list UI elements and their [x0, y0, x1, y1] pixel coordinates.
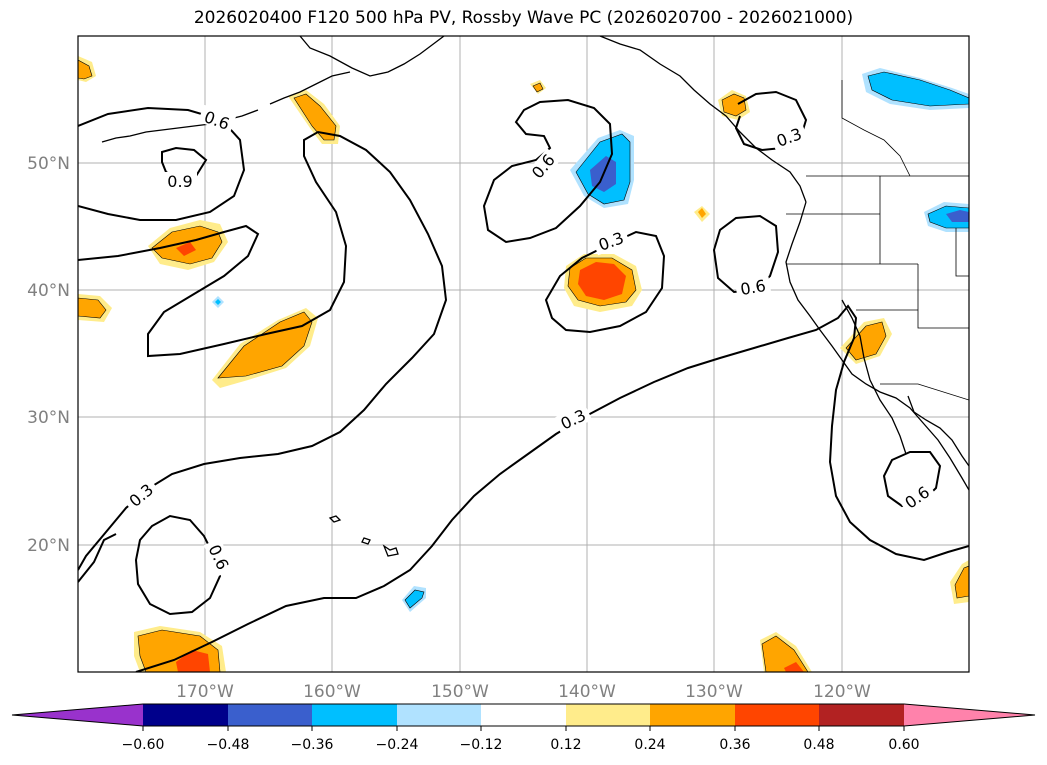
coastlines [101, 36, 969, 557]
lon-label-150w: 150°W [431, 682, 489, 702]
colorbar-bin-9 [819, 704, 904, 726]
contour-0.3-main [78, 304, 969, 672]
map-frame [77, 35, 970, 673]
colorbar-bin-8 [735, 704, 819, 726]
negative-anomaly-blob-tiny [212, 296, 224, 308]
chart-title: 2026020400 F120 500 hPa PV, Rossby Wave … [193, 8, 854, 28]
contour-0.6-sw [134, 514, 222, 616]
colorbar-tick-label: −0.12 [460, 737, 503, 753]
colorbar-tick-label: 0.60 [888, 737, 919, 753]
positive-anomaly-blob-north-pacific [564, 254, 642, 312]
negative-anomaly-blob-gulf-of-alaska [570, 130, 634, 208]
colorbar-tick-label: 0.36 [719, 737, 750, 753]
contour-0.3-west [78, 130, 448, 571]
contour-0.3-center [544, 230, 666, 334]
negative-anomaly-blob-idaho [924, 202, 969, 232]
contour-label-0.9: 0.9 [167, 172, 192, 191]
lat-label-50n: 50°N [27, 154, 70, 174]
colorbar-bin-4 [397, 704, 481, 726]
colorbar-bin-3 [312, 704, 397, 726]
lat-label-40n: 40°N [27, 281, 70, 301]
lon-label-160w: 160°W [303, 682, 361, 702]
contour-0.6-nw [78, 106, 246, 221]
lon-label-170w: 170°W [176, 682, 234, 702]
colorbar-bin-6 [566, 704, 650, 726]
negative-anomaly-blob-canada [862, 68, 969, 110]
positive-anomaly-blob-south-west [134, 626, 226, 672]
contour-0.6-east [712, 214, 780, 294]
positive-anomaly-blob-canada-coast [718, 90, 750, 120]
positive-anomaly-blob-south-east [760, 632, 812, 672]
positive-anomaly-blob-gulf-small [530, 80, 546, 94]
colorbar-bin-7 [650, 704, 735, 726]
positive-anomaly-blob-west-edge [78, 294, 112, 322]
contour-0.6-baja [882, 451, 942, 508]
lon-label-120w: 120°W [813, 682, 871, 702]
lat-label-30n: 30°N [27, 408, 70, 428]
lat-label-20n: 20°N [27, 536, 70, 556]
negative-anomaly-blob-hawaii-ne [402, 586, 426, 612]
colorbar-tick-label: −0.60 [122, 737, 165, 753]
contour-label-0.6-east: 0.6 [739, 276, 767, 299]
colorbar-tick-label: −0.24 [376, 737, 419, 753]
political-borders [786, 80, 969, 401]
colorbar-bin-2 [228, 704, 312, 726]
colorbar-bin-5 [481, 704, 566, 726]
latitude-labels: 50°N 40°N 30°N 20°N [27, 154, 70, 556]
positive-anomaly-blob-nw-corner [78, 56, 96, 82]
colorbar-tick-label: 0.48 [803, 737, 834, 753]
colorbar: −0.60 −0.48 −0.36 −0.24 −0.12 0.12 0.24 … [11, 703, 1036, 753]
lon-label-130w: 130°W [685, 682, 743, 702]
colorbar-tick-label: 0.24 [634, 737, 665, 753]
positive-anomaly-blob-aleutian [288, 90, 340, 144]
colorbar-tick-label: 0.12 [550, 737, 581, 753]
positive-anomaly-blob-west-midlat [148, 220, 228, 270]
positive-anomaly-blob-coast-small [694, 206, 710, 222]
longitude-labels: 170°W 160°W 150°W 140°W 130°W 120°W [176, 682, 871, 702]
pv-contours [78, 90, 969, 672]
colorbar-under-arrow [12, 704, 143, 726]
colorbar-bin-1 [143, 704, 228, 726]
colorbar-tick-label: −0.48 [207, 737, 250, 753]
colorbar-over-arrow [904, 704, 1035, 726]
positive-anomaly-blob-california [840, 318, 892, 364]
positive-anomaly-blob-southeast [950, 560, 969, 604]
lon-label-140w: 140°W [558, 682, 616, 702]
colorbar-tick-label: −0.36 [291, 737, 334, 753]
